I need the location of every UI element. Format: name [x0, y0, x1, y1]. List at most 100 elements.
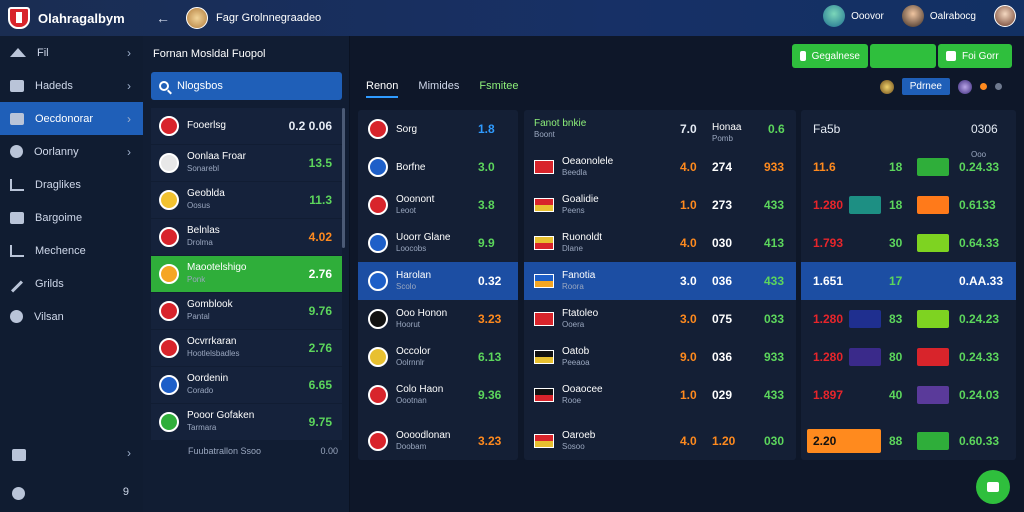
list-item[interactable]: Oordenin Corado 6.65: [151, 367, 342, 403]
crest-icon[interactable]: [958, 79, 972, 94]
stat-value: 1.280: [813, 312, 844, 326]
stats-row[interactable]: 11.6 18 0.24.33 Ooo: [801, 148, 1016, 186]
list-item[interactable]: Ocvrrkaran Hootlelsbadles 2.76: [151, 330, 342, 366]
stats-row[interactable]: 1.651 17 0.AA.33: [801, 262, 1016, 300]
sidebar-bottom-badge[interactable]: 9: [0, 474, 143, 512]
odds-value: 3.23: [478, 312, 502, 326]
chevron-right-icon: ›: [127, 46, 131, 60]
highlight-swatch: [807, 429, 881, 453]
sidebar-item-fil[interactable]: Fil ›: [0, 36, 143, 69]
button-label: Foi Gorr: [962, 50, 999, 62]
header-value: 7.0: [680, 122, 697, 136]
app-logo[interactable]: Olahragalbym: [0, 7, 150, 29]
sidebar-item-oecdonorar[interactable]: Oecdonorar ›: [0, 102, 143, 135]
team-crest-icon: [368, 385, 388, 405]
action-button-3[interactable]: Foi Gorr: [938, 44, 1012, 68]
list-item[interactable]: Oonlaa Froar Sonarebl 13.5: [151, 145, 342, 181]
flag-icon: [534, 274, 554, 288]
team-crest-icon: [159, 227, 179, 247]
odds-value: 075: [712, 312, 733, 326]
team-text: Geoblda Oosus: [187, 188, 225, 212]
team-name: Occolor: [396, 346, 431, 357]
fixture-row[interactable]: Colo Haon Oootnan 9.36: [358, 376, 518, 414]
stats-row[interactable]: 1.280 80 0.24.33: [801, 338, 1016, 376]
list-item[interactable]: Geoblda Oosus 11.3: [151, 182, 342, 218]
color-swatch: [917, 158, 949, 176]
odds-value: 933: [764, 350, 785, 364]
back-arrow-icon[interactable]: ←: [156, 10, 170, 26]
team-name: Fanotia: [562, 270, 596, 281]
tab-mimides[interactable]: Mimides: [418, 80, 460, 92]
flag-icon: [534, 434, 554, 448]
fixture-row[interactable]: Ooonont Leoot 3.8: [358, 186, 518, 224]
sidebar-bottom-layers[interactable]: ›: [0, 436, 143, 474]
scrollbar[interactable]: [342, 108, 345, 248]
action-button-1[interactable]: Gegalnese: [792, 44, 868, 68]
stats-row[interactable]: 1.280 18 0.6133: [801, 186, 1016, 224]
profile-avatar[interactable]: [994, 5, 1016, 27]
odds-row[interactable]: Oaroeb Sosoo 4.0 1.20 030: [524, 422, 796, 460]
sidebar-item-label: Bargoime: [35, 211, 83, 224]
list-item[interactable]: Maootelshigo Ponk 2.76: [151, 256, 342, 292]
sidebar-item-hadeds[interactable]: Hadeds ›: [0, 69, 143, 102]
odds-row[interactable]: Fanotia Roora 3.0 036 433: [524, 262, 796, 300]
team-sub: Pantal: [187, 312, 210, 321]
odds-value: 2.76: [308, 267, 332, 281]
fixture-row[interactable]: Harolan Scolo 0.32: [358, 262, 518, 300]
status-dot-icon: [980, 83, 987, 90]
odds-row[interactable]: Ruonoldt Dlane 4.0 030 413: [524, 224, 796, 262]
odds-value: 3.0: [680, 274, 697, 288]
user-1[interactable]: Ooovor: [823, 5, 884, 27]
list-item[interactable]: Belnlas Drolma 4.02: [151, 219, 342, 255]
fixture-row[interactable]: Uoorr Glane Loocobs 9.9: [358, 224, 518, 262]
tab-fsmitee[interactable]: Fsmitee: [479, 80, 519, 92]
header-text: Fanot bnkie Boont: [534, 118, 586, 140]
sidebar-item-draglikes[interactable]: Draglikes: [0, 168, 143, 201]
team-sub: Dlane: [562, 244, 583, 253]
team-crest-icon: [159, 338, 179, 358]
flag-icon: [534, 198, 554, 212]
sidebar-item-vilsan[interactable]: Vilsan: [0, 300, 143, 333]
crest-icon[interactable]: [879, 79, 894, 94]
fixture-row[interactable]: Sorg 1.8: [358, 110, 518, 148]
team-sub: Leoot: [396, 206, 417, 215]
page-title: Fagr Grolnnegraadeo: [216, 12, 322, 24]
stats-row[interactable]: 2.20 88 0.60.33: [801, 422, 1016, 460]
odds-row[interactable]: Ftatoleo Ooera 3.0 075 033: [524, 300, 796, 338]
list-item[interactable]: Fooerlsg 0.2 0.06: [151, 108, 342, 144]
odds-row[interactable]: Ooaocee Rooe 1.0 029 433: [524, 376, 796, 414]
fixture-row[interactable]: Ooo Honon Hoorut 3.23: [358, 300, 518, 338]
team-sub: Oolrnnlr: [396, 358, 425, 367]
color-swatch: [917, 432, 949, 450]
chat-fab-button[interactable]: [976, 470, 1010, 504]
grid-icon: [10, 79, 24, 92]
odds-row[interactable]: Oatob Peeaoa 9.0 036 933: [524, 338, 796, 376]
fixture-row[interactable]: Occolor Oolrnnlr 6.13: [358, 338, 518, 376]
stats-row[interactable]: 1.280 83 0.24.23: [801, 300, 1016, 338]
stats-row[interactable]: 1.793 30 0.64.33: [801, 224, 1016, 262]
odds-row[interactable]: Goalidie Peens 1.0 273 433: [524, 186, 796, 224]
search-input[interactable]: Nlogsbos: [151, 72, 342, 100]
stats-row[interactable]: 1.897 40 0.24.03: [801, 376, 1016, 414]
odds-value: 6.65: [308, 378, 332, 392]
fixture-row[interactable]: Borfne 3.0: [358, 148, 518, 186]
sidebar-item-grilds[interactable]: Grilds: [0, 267, 143, 300]
list-item[interactable]: Pooor Gofaken Tarmara 9.75: [151, 404, 342, 440]
action-button-2[interactable]: [870, 44, 936, 68]
fixture-row[interactable]: Oooodlonan Doobam 3.23: [358, 422, 518, 460]
odds-value: 9.9: [478, 236, 495, 250]
sidebar-item-mechence[interactable]: Mechence: [0, 234, 143, 267]
team-text: Ooo Honon Hoorut: [396, 308, 447, 330]
user-2[interactable]: Oalrabocg: [901, 5, 976, 27]
sidebar-item-oorlanny[interactable]: Oorlanny ›: [0, 135, 143, 168]
tab-renon[interactable]: Renon: [366, 80, 399, 98]
fixtures-column: Sorg 1.8 Borfne 3.0 Ooonont Leoot 3.8 Uoorr Gla…: [358, 110, 518, 460]
team-crest-icon: [368, 309, 388, 329]
color-swatch: [849, 310, 881, 328]
sidebar-item-bargoime[interactable]: Bargoime: [0, 201, 143, 234]
list-item[interactable]: Gomblook Pantal 9.76: [151, 293, 342, 329]
team-crest-icon: [159, 116, 179, 136]
odds-row[interactable]: Oeaonolele Beedla 4.0 274 933: [524, 148, 796, 186]
sidebar-item-label: Hadeds: [35, 79, 73, 92]
filter-button[interactable]: Pdrnee: [901, 78, 950, 95]
